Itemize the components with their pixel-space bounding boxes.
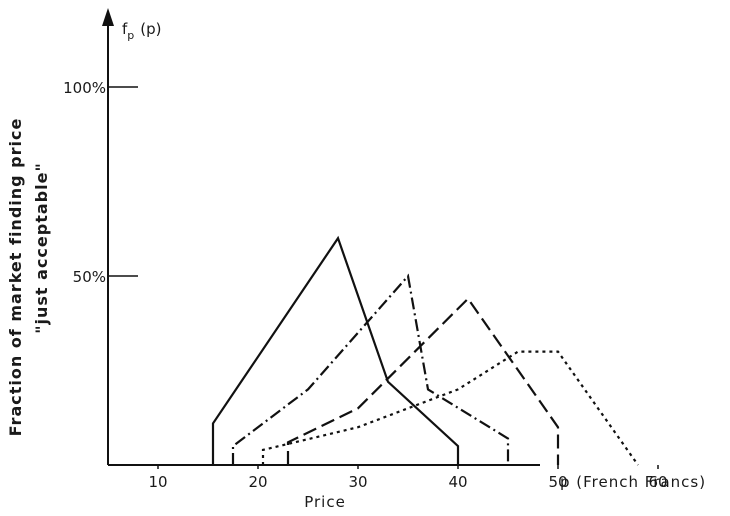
x-tick-label: 40 (448, 473, 467, 491)
series-line-dashed (286, 296, 560, 465)
y-axis-title: Fraction of market finding price (6, 118, 25, 437)
y-axis-arrow (102, 8, 114, 26)
x-tick-label: 60 (648, 473, 667, 491)
y-axis-title-2: "just acceptable" (32, 162, 51, 334)
x-tick-label: 30 (348, 473, 367, 491)
series-line-dotted (261, 350, 639, 466)
series-line-solid (211, 235, 460, 465)
y-tick-label: 100% (63, 79, 106, 97)
series-line-dash-dot (231, 273, 510, 465)
x-tick-label: 20 (248, 473, 267, 491)
y-tick-label: 50% (73, 268, 106, 286)
x-tick-label: 10 (148, 473, 167, 491)
x-tick-label: 50 (548, 473, 567, 491)
x-axis-title: Price (304, 493, 346, 511)
x-axis-unit-label: p (French Francs) (560, 473, 706, 491)
ticks-group: 10 20 30 40 50 60 50% 100% (63, 79, 667, 491)
series-group (211, 235, 639, 466)
y-axis-symbol: fp (p) (122, 20, 162, 42)
